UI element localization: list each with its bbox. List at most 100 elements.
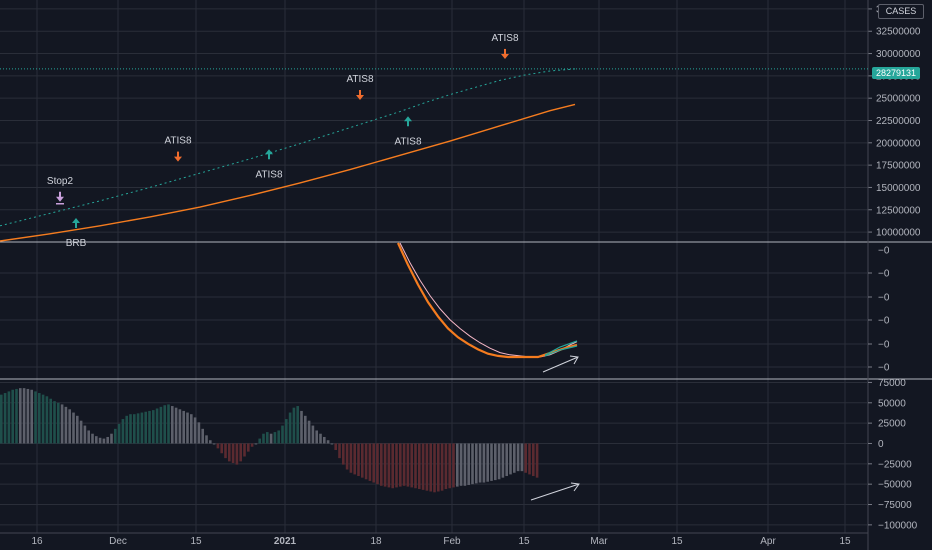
histogram-bar <box>429 443 432 492</box>
x-axis-label: Mar <box>590 536 608 547</box>
histogram-bar <box>410 443 413 488</box>
oscillator-signal-line <box>399 242 578 358</box>
oscillator-y-tick-label: −0 <box>878 269 890 280</box>
signal-label: BRB <box>66 238 87 249</box>
histogram-bar <box>30 389 33 444</box>
annotation-arrow-line <box>542 356 579 373</box>
histogram-y-tick-label: 75000 <box>878 378 906 389</box>
histogram-bar <box>387 443 391 488</box>
histogram-bar <box>402 443 406 486</box>
histogram-bar <box>273 432 277 444</box>
histogram-bar <box>3 393 7 444</box>
histogram-bar <box>323 436 326 444</box>
histogram-bar <box>163 405 166 444</box>
histogram-y-tick-label: −25000 <box>878 459 912 470</box>
histogram-bar <box>391 443 394 489</box>
histogram-bar <box>224 443 227 459</box>
histogram-bar <box>209 440 212 444</box>
histogram-bar <box>330 443 334 445</box>
price-y-tick-label: 20000000 <box>876 138 921 149</box>
histogram-y-tick-label: 25000 <box>878 419 906 430</box>
histogram-bar <box>68 409 71 444</box>
histogram-bar <box>216 443 220 449</box>
histogram-bar <box>41 394 45 444</box>
histogram-bar <box>383 443 387 487</box>
histogram-bar <box>110 433 113 444</box>
signal-label: ATIS8 <box>255 169 282 180</box>
histogram-bar <box>501 443 505 478</box>
arrow-down-icon <box>56 191 64 205</box>
histogram-bar <box>243 443 246 457</box>
histogram-bar <box>285 419 288 444</box>
oscillator-y-tick-label: −0 <box>878 246 890 257</box>
histogram-bar <box>247 443 250 452</box>
histogram-bar <box>57 402 60 444</box>
histogram-bar <box>53 401 56 444</box>
histogram-bar <box>87 430 90 444</box>
histogram-bar <box>372 443 375 483</box>
histogram-bar <box>106 436 109 444</box>
histogram-bar <box>463 443 467 486</box>
histogram-bar <box>193 417 197 444</box>
histogram-bar <box>250 443 254 447</box>
oscillator-y-tick-label: −0 <box>878 293 890 304</box>
histogram-bar <box>444 443 448 490</box>
histogram-bar <box>513 443 516 473</box>
histogram-bar <box>121 419 125 444</box>
histogram-bar <box>11 389 14 444</box>
histogram-y-tick-label: −100000 <box>878 520 918 531</box>
x-axis-label: 18 <box>370 536 382 547</box>
histogram-bar <box>231 443 235 464</box>
histogram-bar <box>478 443 482 483</box>
price-y-tick-label: 17500000 <box>876 161 921 172</box>
histogram-bar <box>494 443 497 481</box>
histogram-bar <box>235 443 239 465</box>
histogram-bar <box>395 443 398 488</box>
histogram-bar <box>425 443 429 491</box>
price-y-tick-label: 12500000 <box>876 205 921 216</box>
histogram-bar <box>364 443 368 480</box>
histogram-bar <box>467 443 470 485</box>
price-y-tick-label: 15000000 <box>876 183 921 194</box>
histogram-bar <box>345 443 349 470</box>
histogram-bar <box>349 443 353 473</box>
histogram-bar <box>125 415 128 444</box>
histogram-bar <box>353 443 356 475</box>
price-series-line <box>0 68 576 227</box>
histogram-bar <box>433 443 436 493</box>
histogram-y-tick-label: 50000 <box>878 398 906 409</box>
arrow-down-icon <box>174 151 182 162</box>
histogram-bar <box>49 398 52 444</box>
histogram-bar <box>83 425 87 444</box>
histogram-bar <box>201 428 204 444</box>
histogram-bar <box>72 412 75 444</box>
oscillator-tail-line <box>544 345 578 357</box>
histogram-bar <box>262 433 265 444</box>
histogram-bar <box>64 406 68 444</box>
histogram-bar <box>129 414 132 444</box>
symbol-button[interactable]: CASES <box>878 4 924 19</box>
histogram-bar <box>167 404 170 444</box>
histogram-bar <box>456 443 459 487</box>
x-axis-label: Dec <box>109 536 127 547</box>
histogram-bar <box>178 409 182 444</box>
histogram-bar <box>228 443 231 462</box>
price-y-tick-label: 22500000 <box>876 116 921 127</box>
histogram-bar <box>380 443 383 486</box>
histogram-bar <box>239 443 242 462</box>
histogram-bar <box>136 413 140 444</box>
histogram-bar <box>399 443 402 487</box>
histogram-bar <box>520 443 524 472</box>
histogram-bar <box>140 412 144 444</box>
histogram-bar <box>159 406 163 444</box>
x-axis-label: 15 <box>671 536 683 547</box>
histogram-bar <box>459 443 463 486</box>
histogram-bar <box>144 411 147 444</box>
histogram-bar <box>307 420 311 444</box>
annotation-arrow-head <box>569 355 579 365</box>
histogram-y-tick-label: 0 <box>878 439 884 450</box>
histogram-bar <box>319 433 322 444</box>
histogram-bar <box>406 443 410 487</box>
histogram-bar <box>342 443 345 465</box>
